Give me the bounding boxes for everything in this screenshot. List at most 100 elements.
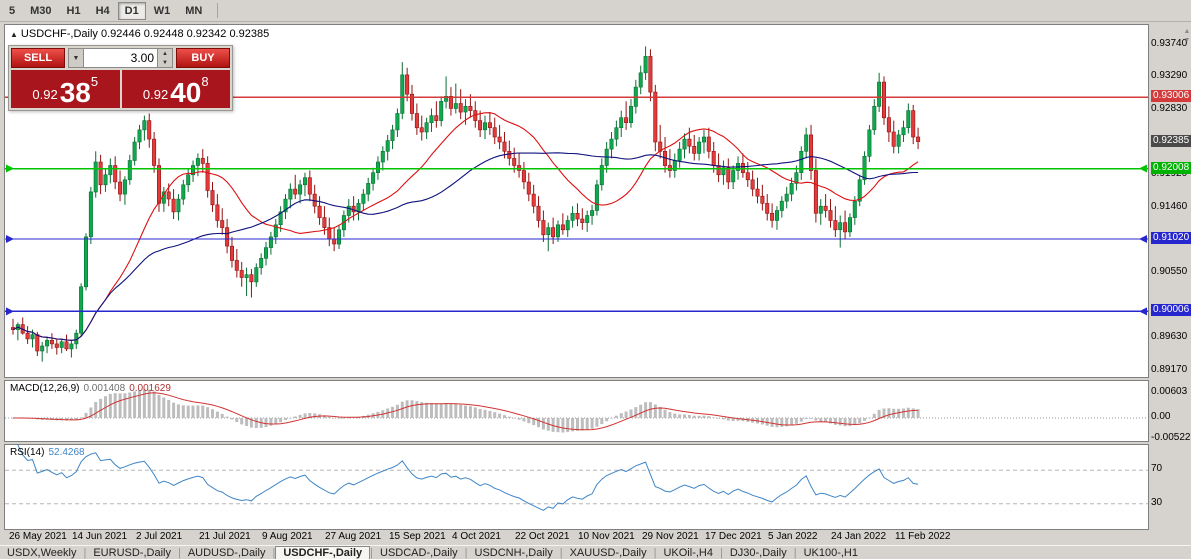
macd-panel[interactable] (4, 380, 1149, 442)
ask-big-digits: 40 (170, 76, 202, 108)
date-label-26-may-2021: 26 May 2021 (9, 531, 67, 542)
price-axis-label-0.89630: 0.89630 (1151, 331, 1188, 342)
price-axis-label-0.93290: 0.93290 (1151, 70, 1188, 81)
timeframe-button-w1[interactable]: W1 (153, 4, 171, 17)
tab-usdcad-daily[interactable]: USDCAD-,Daily (380, 546, 458, 559)
ask-base: 0.92 (142, 87, 169, 102)
price-axis-label-0.91020: 0.91020 (1151, 232, 1191, 244)
timeframe-button-5[interactable]: 5 (9, 4, 16, 17)
tab-uk100-h1[interactable]: UK100-,H1 (803, 546, 858, 559)
price-axis-label-0.93006: 0.93006 (1151, 90, 1191, 102)
price-axis-label-0.92830: 0.92830 (1151, 103, 1188, 114)
date-label-21-jul-2021: 21 Jul 2021 (199, 531, 251, 542)
rsi-name: RSI(14) (10, 447, 45, 458)
macd-label: MACD(12,26,9) 0.001408 0.001629 (10, 383, 171, 394)
tab-separator: | (719, 546, 723, 559)
chart-ohlc-quotes: 0.92446 0.92448 0.92342 0.92385 (100, 28, 270, 40)
tab-separator: | (464, 546, 468, 559)
rsi-value: 52.4268 (48, 447, 85, 458)
toolbar-divider (217, 3, 219, 18)
ask-price-box[interactable]: 0.92 40 8 (121, 70, 230, 108)
date-label-2-jul-2021: 2 Jul 2021 (136, 531, 183, 542)
date-label-14-jun-2021: 14 Jun 2021 (72, 531, 128, 542)
axis-scroll-arrows: ▲ ▼ (1183, 27, 1191, 45)
date-label-15-sep-2021: 15 Sep 2021 (389, 531, 446, 542)
tab-separator: | (653, 546, 657, 559)
volume-down-icon[interactable]: ▼ (158, 58, 172, 67)
tab-separator: | (83, 546, 87, 559)
volume-dropdown-icon[interactable]: ▼ (68, 48, 84, 68)
chart-tab-bar: USDX,Weekly | EURUSD-,Daily | AUDUSD-,Daily |… (0, 545, 1191, 559)
bid-big-digits: 38 (59, 76, 91, 108)
price-axis-label-0.92008: 0.92008 (1151, 162, 1191, 174)
macd-plot[interactable] (5, 381, 1148, 441)
date-label-5-jan-2022: 5 Jan 2022 (768, 531, 818, 542)
macd-signal-value: 0.001629 (129, 383, 171, 394)
ask-pip-digit: 8 (201, 74, 209, 89)
volume-up-icon[interactable]: ▲ (158, 49, 172, 58)
volume-control: ▼ 3.00 ▲ ▼ (68, 48, 173, 68)
tab-usdx-weekly[interactable]: USDX,Weekly (7, 546, 77, 559)
volume-stepper: ▲ ▼ (158, 48, 173, 68)
date-label-29-nov-2021: 29 Nov 2021 (642, 531, 699, 542)
rsi-axis-label-30: 30 (1151, 497, 1163, 508)
tab-separator: | (559, 546, 563, 559)
rsi-plot[interactable] (5, 445, 1148, 529)
one-click-trading-panel: SELL ▼ 3.00 ▲ ▼ BUY 0.92 38 5 0.92 40 8 (8, 45, 233, 111)
volume-input[interactable]: 3.00 (84, 48, 158, 68)
macd-axis-label--0.00522: -0.00522 (1151, 432, 1191, 443)
price-axis-label-0.92385: 0.92385 (1151, 135, 1191, 147)
price-axis-label-0.91460: 0.91460 (1151, 201, 1188, 212)
timeframe-toolbar: 5 M30 H1 H4 D1 W1 MN (0, 0, 1191, 22)
tab-eurusd-daily[interactable]: EURUSD-,Daily (93, 546, 171, 559)
candlestick-plot[interactable] (5, 25, 1148, 377)
tab-separator: | (793, 546, 797, 559)
price-axis-label-0.89170: 0.89170 (1151, 364, 1188, 375)
timeframe-button-h1[interactable]: H1 (66, 4, 81, 17)
price-axis-label-0.90550: 0.90550 (1151, 266, 1188, 277)
price-axis-label-0.93740: 0.93740 (1151, 38, 1188, 49)
sell-button[interactable]: SELL (11, 48, 65, 68)
axis-scroll-up-icon[interactable]: ▲ (1183, 28, 1191, 35)
tab-usdcnh-daily[interactable]: USDCNH-,Daily (474, 546, 553, 559)
macd-axis-label-0.00603: 0.00603 (1151, 386, 1188, 397)
date-label-27-aug-2021: 27 Aug 2021 (325, 531, 382, 542)
axis-scroll-down-icon[interactable]: ▼ (1183, 37, 1191, 44)
timeframe-button-d1[interactable]: D1 (117, 1, 146, 20)
bid-pip-digit: 5 (90, 74, 99, 89)
tab-dj30-daily[interactable]: DJ30-,Daily (729, 546, 787, 559)
tab-audusd-daily[interactable]: AUDUSD-,Daily (187, 546, 266, 559)
date-label-11-feb-2022: 11 Feb 2022 (895, 531, 951, 542)
date-axis: 26 May 2021 14 Jun 2021 2 Jul 2021 21 Jul 2… (0, 529, 1149, 545)
chart-title: ▲ USDCHF-,Daily 0.92446 0.92448 0.92342 0… (10, 28, 269, 40)
timeframe-button-m30[interactable]: M30 (30, 4, 52, 17)
bid-base: 0.92 (32, 87, 58, 102)
date-label-24-jan-2022: 24 Jan 2022 (831, 531, 887, 542)
one-click-collapse-icon[interactable]: ▲ (10, 30, 18, 39)
date-label-4-oct-2021: 4 Oct 2021 (452, 531, 501, 542)
price-axis: 0.93740 0.93290 0.93006 0.92830 0.92385 0.920… (1149, 0, 1191, 559)
tab-ukoil-h4[interactable]: UKOil-,H4 (663, 546, 713, 559)
tab-usdchf-daily[interactable]: USDCHF-,Daily (275, 546, 371, 559)
bid-price-box[interactable]: 0.92 38 5 (11, 70, 120, 108)
buy-button[interactable]: BUY (176, 48, 230, 68)
tab-separator: | (177, 546, 181, 559)
date-label-17-dec-2021: 17 Dec 2021 (705, 531, 762, 542)
tab-separator: | (370, 546, 374, 559)
macd-axis-label-0.00: 0.00 (1151, 411, 1171, 422)
macd-main-value: 0.001408 (83, 383, 126, 394)
rsi-panel[interactable] (4, 444, 1149, 530)
rsi-axis-label-70: 70 (1151, 463, 1163, 474)
macd-name: MACD(12,26,9) (10, 383, 80, 394)
date-label-10-nov-2021: 10 Nov 2021 (578, 531, 635, 542)
chart-symbol-period: USDCHF-,Daily (20, 28, 98, 40)
date-label-22-oct-2021: 22 Oct 2021 (515, 531, 570, 542)
tab-separator: | (272, 546, 276, 559)
rsi-label: RSI(14) 52.4268 (10, 447, 85, 458)
timeframe-button-h4[interactable]: H4 (95, 4, 110, 17)
date-label-9-aug-2021: 9 Aug 2021 (262, 531, 313, 542)
timeframe-button-mn[interactable]: MN (185, 4, 203, 17)
tab-xauusd-daily[interactable]: XAUUSD-,Daily (569, 546, 647, 559)
price-axis-label-0.90006: 0.90006 (1151, 304, 1191, 316)
